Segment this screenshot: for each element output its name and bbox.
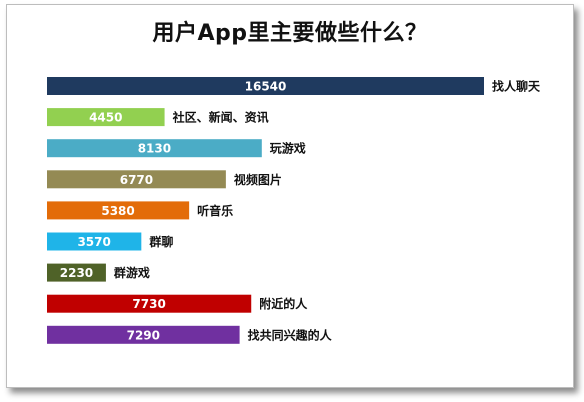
- bar-2: [47, 108, 165, 127]
- bar-7: [47, 263, 106, 282]
- bar-value-label: 6770: [120, 173, 153, 187]
- bar-3: [47, 139, 262, 158]
- bar-value-label: 16540: [245, 80, 287, 94]
- category-label: 视频图片: [234, 172, 282, 187]
- category-label: 找共同兴趣的人: [248, 327, 333, 342]
- bar-5: [47, 201, 190, 220]
- category-label: 找人聊天: [492, 79, 541, 94]
- bar-value-label: 8130: [138, 142, 171, 156]
- category-label: 附近的人: [259, 296, 308, 311]
- category-label: 群游戏: [113, 265, 150, 280]
- category-label: 听音乐: [197, 203, 233, 218]
- category-label: 群聊: [148, 234, 173, 249]
- bar-value-label: 4450: [89, 111, 122, 125]
- bar-value-label: 7730: [132, 297, 165, 311]
- bar-value-label: 7290: [127, 328, 160, 342]
- bar-value-label: 5380: [101, 204, 134, 218]
- bar-9: [47, 325, 240, 344]
- category-label: 玩游戏: [270, 141, 306, 156]
- bar-value-label: 2230: [60, 266, 93, 280]
- chart-card: 用户App里主要做些什么？ 16540 找人聊天 4450 社区、新闻、资讯 8130 玩…: [6, 4, 574, 388]
- bar-4: [47, 170, 226, 189]
- bar-value-label: 3570: [77, 235, 110, 249]
- bar-6: [47, 232, 142, 251]
- bar-8: [47, 294, 252, 313]
- chart-title: 用户App里主要做些什么？: [152, 21, 428, 46]
- category-label: 社区、新闻、资讯: [172, 110, 269, 125]
- bar-chart: 16540 找人聊天 4450 社区、新闻、资讯 8130 玩游戏 6770 视频图片 5380…: [47, 77, 541, 344]
- bar-1: [47, 77, 484, 95]
